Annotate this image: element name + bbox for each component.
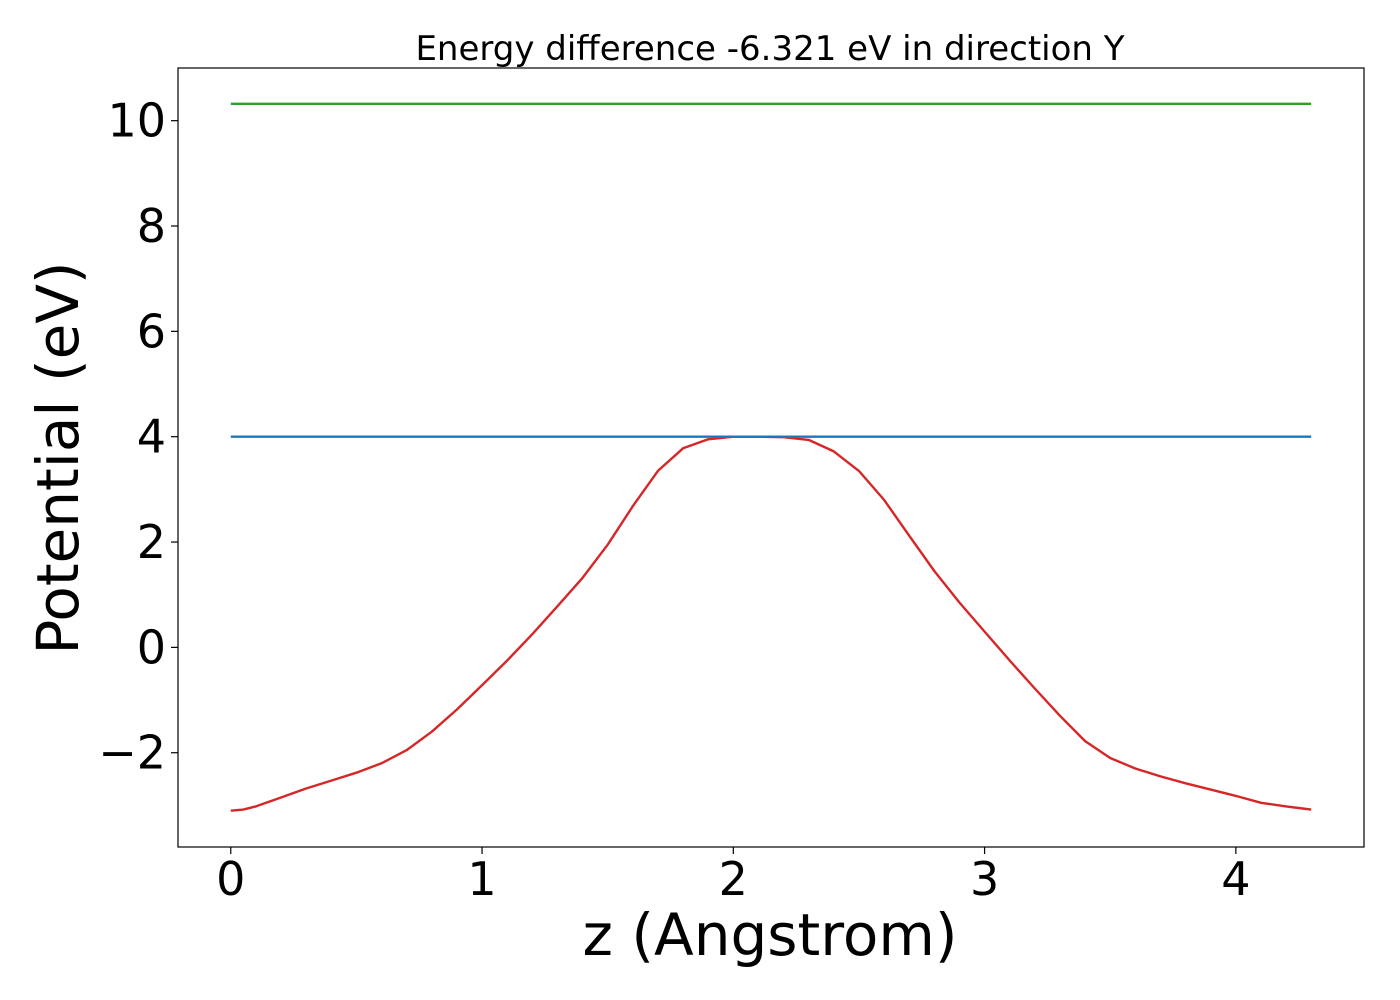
y-axis-label: Potential (eV) — [24, 261, 92, 654]
y-tick-label: 10 — [107, 94, 166, 148]
x-tick-label: 0 — [216, 852, 245, 906]
y-tick-label: 6 — [137, 304, 166, 358]
x-tick-label: 1 — [467, 852, 496, 906]
y-axis-ticks: −2 0 2 4 6 8 10 — [98, 94, 178, 780]
x-axis-label: z (Angstrom) — [583, 901, 958, 969]
x-tick-label: 3 — [970, 852, 999, 906]
x-axis-ticks: 0 1 2 3 4 — [216, 847, 1250, 906]
y-tick-label: 0 — [137, 620, 166, 674]
y-tick-label: 2 — [137, 515, 166, 569]
y-tick-label: 8 — [137, 199, 166, 253]
x-tick-label: 4 — [1221, 852, 1250, 906]
series-layer — [230, 102, 1312, 812]
x-tick-label: 2 — [719, 852, 748, 906]
chart-title: Energy difference -6.321 eV in direction… — [415, 29, 1124, 69]
y-tick-label: −2 — [98, 726, 166, 780]
y-tick-label: 4 — [137, 410, 166, 464]
series-line-0 — [230, 435, 1312, 812]
plot-area-frame — [177, 67, 1365, 848]
